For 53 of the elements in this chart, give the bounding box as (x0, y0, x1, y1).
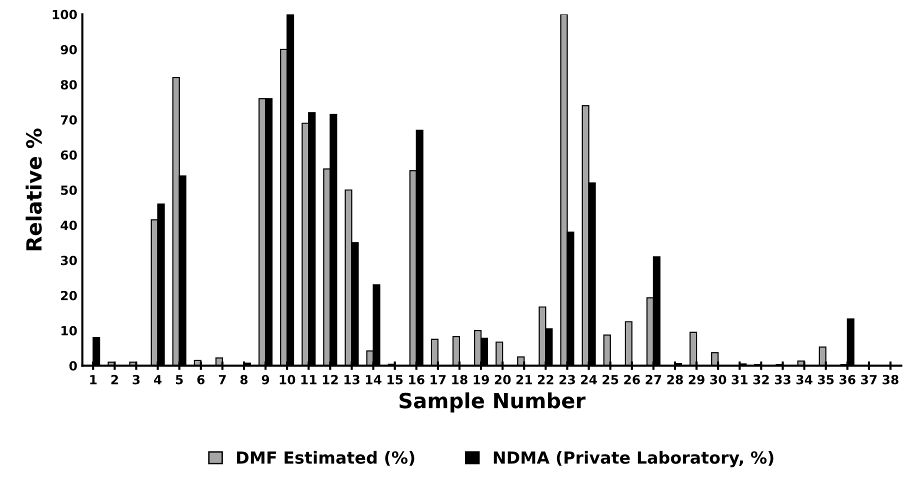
y-tick-label: 90 (60, 44, 77, 54)
x-tick-label: 36 (840, 374, 856, 384)
y-tick-label: 50 (61, 185, 77, 195)
x-tick-label: 22 (538, 374, 554, 384)
x-tick-label: 33 (774, 374, 790, 384)
x-tick-label: 24 (581, 374, 597, 384)
x-tick-label: 25 (602, 374, 618, 384)
x-tick-label: 31 (732, 374, 748, 384)
x-tick-label: 37 (861, 374, 877, 384)
x-tick-label: 20 (494, 374, 511, 384)
y-tick-label: 60 (60, 150, 77, 160)
x-tick-label: 18 (452, 374, 468, 384)
x-tick-label: 34 (796, 374, 812, 384)
x-tick-label: 14 (366, 375, 382, 384)
x-tick-label: 21 (516, 374, 532, 384)
x-tick-label: 7 (218, 375, 226, 384)
x-tick-label: 38 (882, 374, 898, 384)
x-tick-label: 23 (560, 374, 575, 384)
x-tick-label: 30 (710, 374, 726, 384)
x-tick-label: 17 (430, 375, 446, 384)
x-tick-label: 4 (154, 375, 162, 384)
x-tick-label: 1 (90, 375, 97, 384)
x-tick-label: 12 (322, 374, 338, 384)
y-axis-title: Relative % (26, 128, 42, 250)
x-tick-label: 29 (688, 374, 704, 384)
legend-label: DMF Estimated (%) (237, 450, 414, 466)
x-tick-label: 15 (388, 375, 403, 384)
y-tick-label: 20 (61, 290, 77, 300)
x-tick-label: 3 (132, 374, 140, 384)
x-tick-label: 13 (344, 374, 360, 384)
y-tick-label: 0 (69, 361, 77, 371)
x-tick-label: 19 (474, 374, 489, 384)
legend-label: NDMA (Private Laboratory, %) (494, 450, 774, 468)
y-tick-label: 40 (60, 220, 77, 230)
x-tick-label: 27 (646, 374, 662, 384)
y-tick-label: 70 (60, 115, 77, 125)
y-tick-label: 10 (62, 326, 77, 336)
y-tick-label: 30 (60, 256, 77, 266)
x-tick-label: 28 (667, 374, 683, 384)
x-tick-label: 26 (624, 374, 640, 384)
x-tick-label: 5 (176, 375, 183, 384)
x-tick-label: 16 (409, 374, 424, 384)
x-tick-label: 32 (753, 374, 769, 384)
x-tick-label: 2 (111, 374, 118, 384)
y-tick-label: 80 (60, 80, 77, 90)
x-tick-label: 11 (301, 375, 316, 384)
x-tick-label: 9 (262, 374, 270, 384)
x-axis-title: Sample Number (400, 392, 586, 413)
y-tick-label: 100 (52, 10, 77, 20)
x-tick-label: 8 (240, 374, 248, 384)
x-tick-label: 6 (197, 374, 205, 384)
x-tick-label: 35 (818, 374, 834, 384)
x-tick-label: 10 (280, 374, 296, 384)
